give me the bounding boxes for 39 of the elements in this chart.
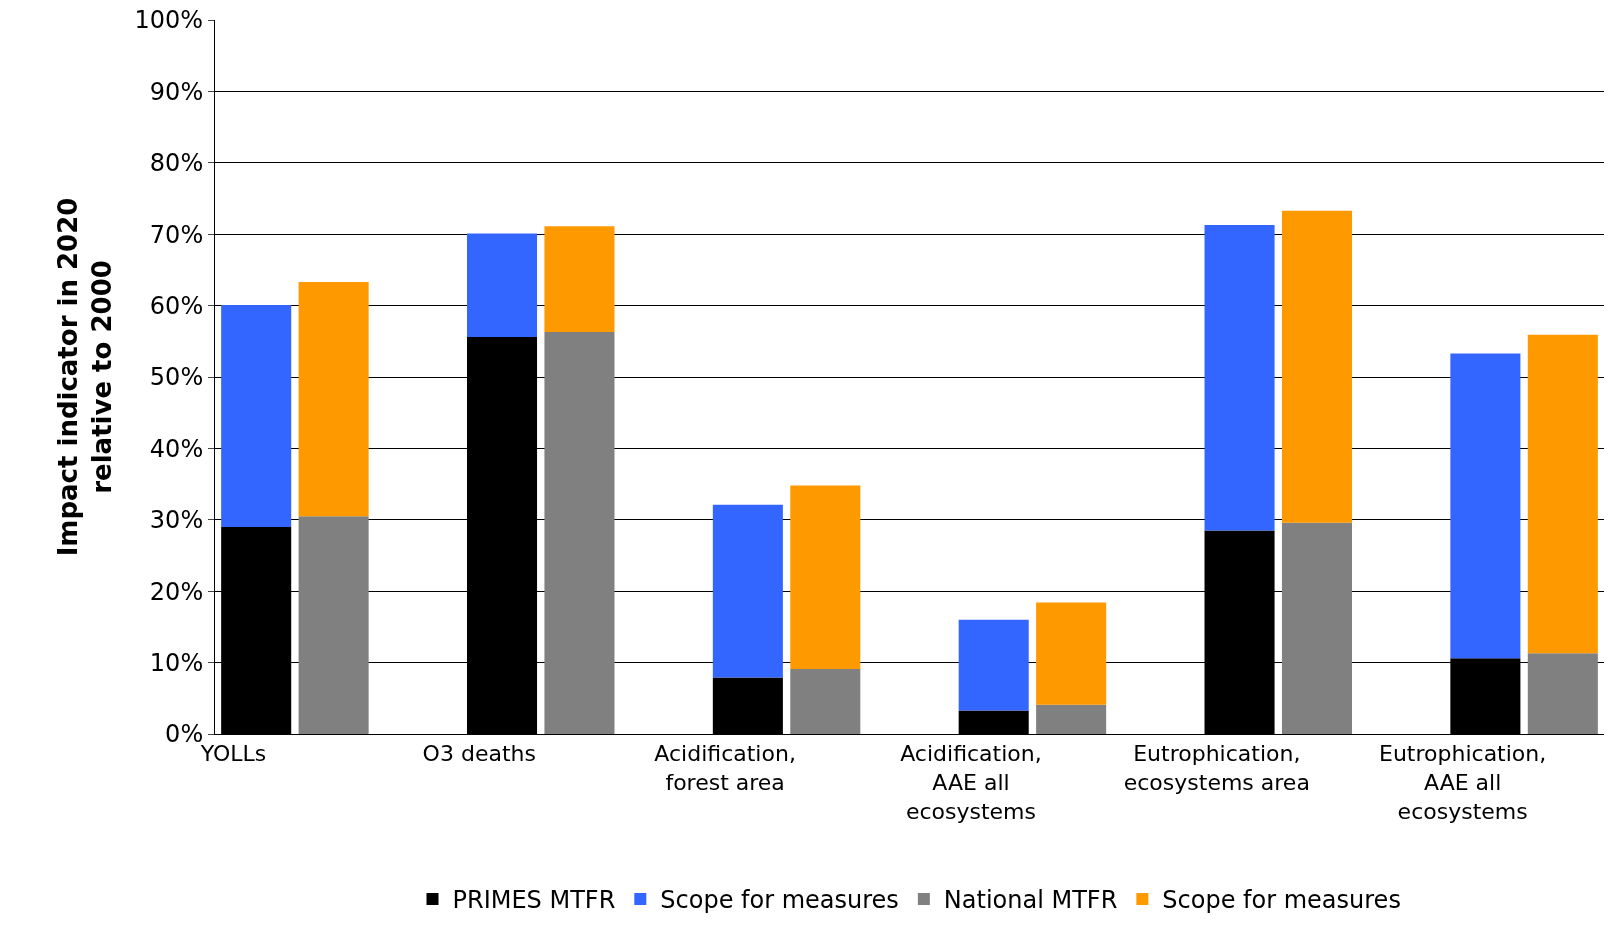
legend-label: PRIMES MTFR <box>452 886 616 915</box>
bar <box>466 233 538 338</box>
y-tick-label: 90% <box>149 77 204 106</box>
y-tick-label: 10% <box>149 649 204 677</box>
bar <box>1281 210 1353 523</box>
legend-label: Scope for measures <box>1162 886 1401 915</box>
y-tick-label: 100% <box>134 6 204 35</box>
bar <box>712 504 783 678</box>
x-tick-label: Eutrophication, AAE all ecosystems <box>1379 741 1547 824</box>
bar <box>958 619 1029 711</box>
x-tick-label: O3 deaths <box>422 741 536 767</box>
x-tick-label: Eutrophication, ecosystems area <box>1123 741 1310 795</box>
y-tick-label: 60% <box>149 292 204 320</box>
bar <box>1527 653 1598 734</box>
bar <box>221 304 292 527</box>
y-tick-label: 30% <box>149 506 204 535</box>
bar <box>1281 522 1353 734</box>
bar <box>298 516 369 734</box>
x-tick-label: YOLLs <box>199 741 267 767</box>
y-tick-label: 70% <box>149 220 204 249</box>
bar <box>1036 704 1107 734</box>
bar <box>1527 334 1598 654</box>
bar <box>298 282 369 517</box>
x-tick-label: Acidification, AAE all ecosystems <box>900 741 1042 824</box>
bar <box>1450 353 1521 659</box>
bar <box>790 485 861 670</box>
y-axis-title: Impact indicator in 2020 relative to 2000 <box>53 197 117 557</box>
y-tick-label: 80% <box>149 149 204 178</box>
bar <box>544 332 615 734</box>
bar <box>790 669 861 734</box>
bar <box>544 226 615 333</box>
legend-label: National MTFR <box>943 886 1118 915</box>
y-tick-label: 40% <box>149 434 204 463</box>
bar <box>1036 602 1107 705</box>
bar <box>1204 224 1275 531</box>
y-tick-label: 50% <box>149 363 204 392</box>
legend-label: Scope for measures <box>660 886 899 915</box>
y-tick-label: 20% <box>149 577 204 606</box>
x-tick-label: Acidification, forest area <box>654 741 796 795</box>
